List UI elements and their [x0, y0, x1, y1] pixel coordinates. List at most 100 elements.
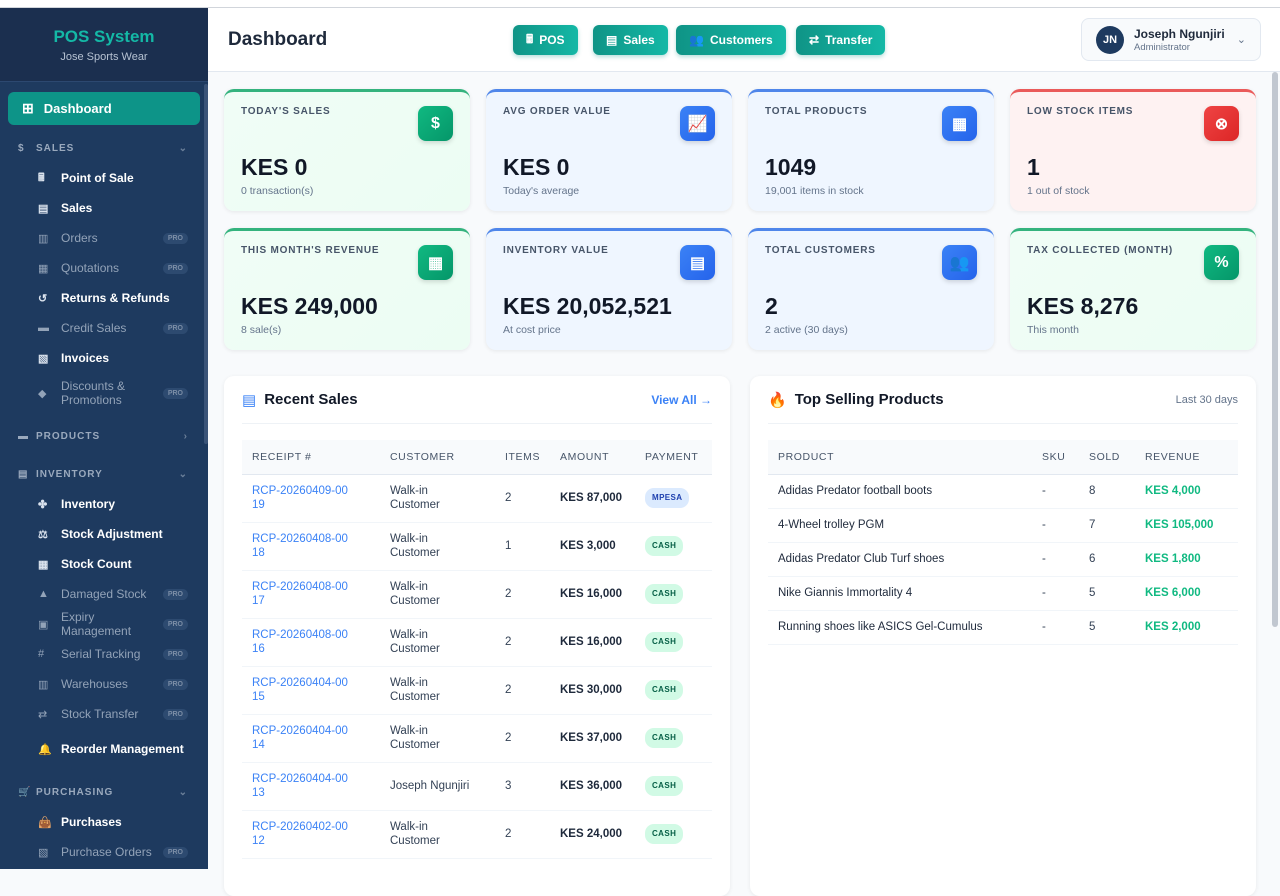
receipt-link[interactable]: RCP-20260409-0019	[252, 485, 348, 511]
table-row[interactable]: RCP-20260404-0013 Joseph Ngunjiri 3 KES 36,…	[242, 762, 712, 811]
sidebar-item-point-of-sale[interactable]: 🖩 Point of Sale	[8, 163, 200, 193]
section-label: PRODUCTS	[36, 430, 101, 442]
stat-card-tax-collected-month: TAX COLLECTED (MONTH)% KES 8,276 This mont…	[1010, 228, 1256, 350]
customer-cell: Walk-in Customer	[390, 821, 440, 847]
view-all-link[interactable]: View All →	[651, 392, 712, 407]
transfer-button[interactable]: ⇄ Transfer	[796, 25, 886, 55]
sidebar-item-stock-transfer[interactable]: ⇄ Stock Transfer PRO	[8, 699, 200, 729]
sidebar-item-stock-count[interactable]: ▦ Stock Count	[8, 549, 200, 579]
sidebar-item-quotations[interactable]: ▦ Quotations PRO	[8, 253, 200, 283]
receipt-link[interactable]: RCP-20260408-0018	[252, 533, 348, 559]
chevron-down-icon: ⌄	[178, 142, 188, 154]
table-row[interactable]: RCP-20260404-0015 Walk-in Customer 2 KES 30…	[242, 666, 712, 715]
items-cell: 2	[495, 618, 550, 667]
sidebar-item-reorder-management[interactable]: 🔔 Reorder Management	[8, 729, 200, 769]
cart-icon: 🛒	[18, 786, 32, 798]
column-header: REVENUE	[1135, 440, 1238, 475]
main-scrollbar[interactable]	[1272, 72, 1278, 627]
customer-cell: Walk-in Customer	[390, 725, 440, 751]
section-label: SALES	[36, 142, 75, 154]
table-row[interactable]: RCP-20260404-0014 Walk-in Customer 2 KES 37…	[242, 714, 712, 763]
sidebar-item-warehouses[interactable]: ▥ Warehouses PRO	[8, 669, 200, 699]
customers-button[interactable]: 👥 Customers	[676, 25, 786, 55]
stat-label: AVG ORDER VALUE	[503, 106, 611, 117]
sidebar-item-discounts-promotions[interactable]: ◆ Discounts & Promotions PRO	[8, 373, 200, 413]
users-icon: 👥	[942, 245, 977, 280]
sku-cell: -	[1032, 474, 1079, 509]
cubes-icon: ✤	[38, 498, 48, 511]
sidebar-section-products[interactable]: ▬ PRODUCTS ›	[8, 421, 200, 451]
sidebar-item-sales[interactable]: ▤ Sales	[8, 193, 200, 223]
sidebar-item-returns-refunds[interactable]: ↺ Returns & Refunds	[8, 283, 200, 313]
chevron-down-icon: ⌄	[178, 468, 188, 480]
sku-cell: -	[1032, 508, 1079, 543]
sku-cell: -	[1032, 542, 1079, 577]
stat-label: LOW STOCK ITEMS	[1027, 106, 1134, 117]
button-label: Transfer	[825, 33, 873, 47]
sidebar-item-credit-sales[interactable]: ▬ Credit Sales PRO	[8, 313, 200, 343]
revenue-cell: KES 1,800	[1135, 542, 1238, 577]
user-menu[interactable]: JN Joseph Ngunjiri Administrator ⌄	[1081, 18, 1261, 61]
sidebar-item-label: Returns & Refunds	[61, 291, 170, 305]
table-row[interactable]: Nike Giannis Immortality 4-5 KES 6,000	[768, 576, 1238, 611]
amount-cell: KES 24,000	[560, 828, 623, 840]
sidebar-item-label: Warehouses	[61, 677, 128, 691]
sku-cell: -	[1032, 576, 1079, 611]
sidebar-section-sales[interactable]: $ SALES ⌄	[8, 133, 200, 163]
items-cell: 2	[495, 666, 550, 715]
pos-button[interactable]: 🖩 POS	[513, 25, 578, 55]
table-row[interactable]: 4-Wheel trolley PGM -7 KES 105,000	[768, 508, 1238, 543]
file-invoice-icon: ▧	[38, 846, 49, 859]
period-label: Last 30 days	[1175, 393, 1238, 406]
customer-cell: Walk-in Customer	[390, 581, 440, 607]
table-row[interactable]: RCP-20260408-0016 Walk-in Customer 2 KES 16…	[242, 618, 712, 667]
sidebar-item-purchases[interactable]: 👜 Purchases	[8, 807, 200, 837]
table-row[interactable]: Adidas Predator Club Turf shoes -6 KES 1,8…	[768, 542, 1238, 577]
sidebar-item-inventory[interactable]: ✤ Inventory	[8, 489, 200, 519]
product-cell: Running shoes like ASICS Gel-Cumulus	[768, 610, 1032, 645]
button-label: Sales	[623, 33, 655, 47]
sidebar-item-purchase-orders[interactable]: ▧ Purchase Orders PRO	[8, 837, 200, 867]
dollar-icon: $	[18, 142, 25, 154]
payment-badge: CASH	[645, 632, 684, 652]
receipt-link[interactable]: RCP-20260402-0012	[252, 821, 348, 847]
sidebar-scrollbar[interactable]	[204, 84, 208, 444]
button-label: Customers	[709, 33, 773, 47]
receipt-link[interactable]: RCP-20260408-0016	[252, 629, 348, 655]
customer-cell: Walk-in Customer	[390, 485, 440, 511]
sidebar-item-damaged-stock[interactable]: ▲ Damaged Stock PRO	[8, 579, 200, 609]
sidebar-item-invoices[interactable]: ▧ Invoices	[8, 343, 200, 373]
sidebar-item-dashboard[interactable]: ⊞ Dashboard	[8, 92, 200, 125]
receipt-link[interactable]: RCP-20260408-0017	[252, 581, 348, 607]
sidebar-item-orders[interactable]: ▥ Orders PRO	[8, 223, 200, 253]
amount-cell: KES 87,000	[560, 492, 623, 504]
warning-icon: ▲	[38, 588, 49, 600]
user-name: Joseph Ngunjiri	[1134, 26, 1225, 41]
stat-card-inventory-value: INVENTORY VALUE ▤ KES 20,052,521 At cost pr…	[486, 228, 732, 350]
sidebar-item-serial-tracking[interactable]: # Serial Tracking PRO	[8, 639, 200, 669]
table-row[interactable]: RCP-20260408-0017 Walk-in Customer 2 KES 16…	[242, 570, 712, 619]
table-row[interactable]: RCP-20260402-0012 Walk-in Customer 2 KES 24…	[242, 810, 712, 859]
percent-icon: %	[1204, 245, 1239, 280]
sidebar-item-label: Purchases	[61, 815, 122, 829]
sidebar-item-label: Orders	[61, 231, 98, 245]
sidebar-section-inventory[interactable]: ▤ INVENTORY ⌄	[8, 459, 200, 489]
payment-badge: CASH	[645, 680, 684, 700]
column-header: AMOUNT	[550, 440, 635, 475]
sidebar-section-purchasing[interactable]: 🛒 PURCHASING ⌄	[8, 777, 200, 807]
sidebar-item-stock-adjustment[interactable]: ⚖ Stock Adjustment	[8, 519, 200, 549]
payment-badge: CASH	[645, 728, 684, 748]
sidebar-item-label: Inventory	[61, 497, 116, 511]
table-row[interactable]: Running shoes like ASICS Gel-Cumulus -5 KE…	[768, 610, 1238, 645]
receipt-link[interactable]: RCP-20260404-0013	[252, 773, 348, 799]
stat-sub: At cost price	[503, 324, 561, 336]
receipt-link[interactable]: RCP-20260404-0015	[252, 677, 348, 703]
sidebar-item-expiry-management[interactable]: ▣ Expiry Management PRO	[8, 609, 200, 639]
revenue-cell: KES 2,000	[1135, 610, 1238, 645]
receipt-link[interactable]: RCP-20260404-0014	[252, 725, 348, 751]
table-row[interactable]: RCP-20260409-0019 Walk-in Customer 2 KES 87…	[242, 474, 712, 523]
stat-sub: 0 transaction(s)	[241, 185, 314, 197]
table-row[interactable]: RCP-20260408-0018 Walk-in Customer 1 KES 3,…	[242, 522, 712, 571]
sales-button[interactable]: ▤ Sales	[593, 25, 668, 55]
table-row[interactable]: Adidas Predator football boots -8 KES 4,00…	[768, 474, 1238, 509]
